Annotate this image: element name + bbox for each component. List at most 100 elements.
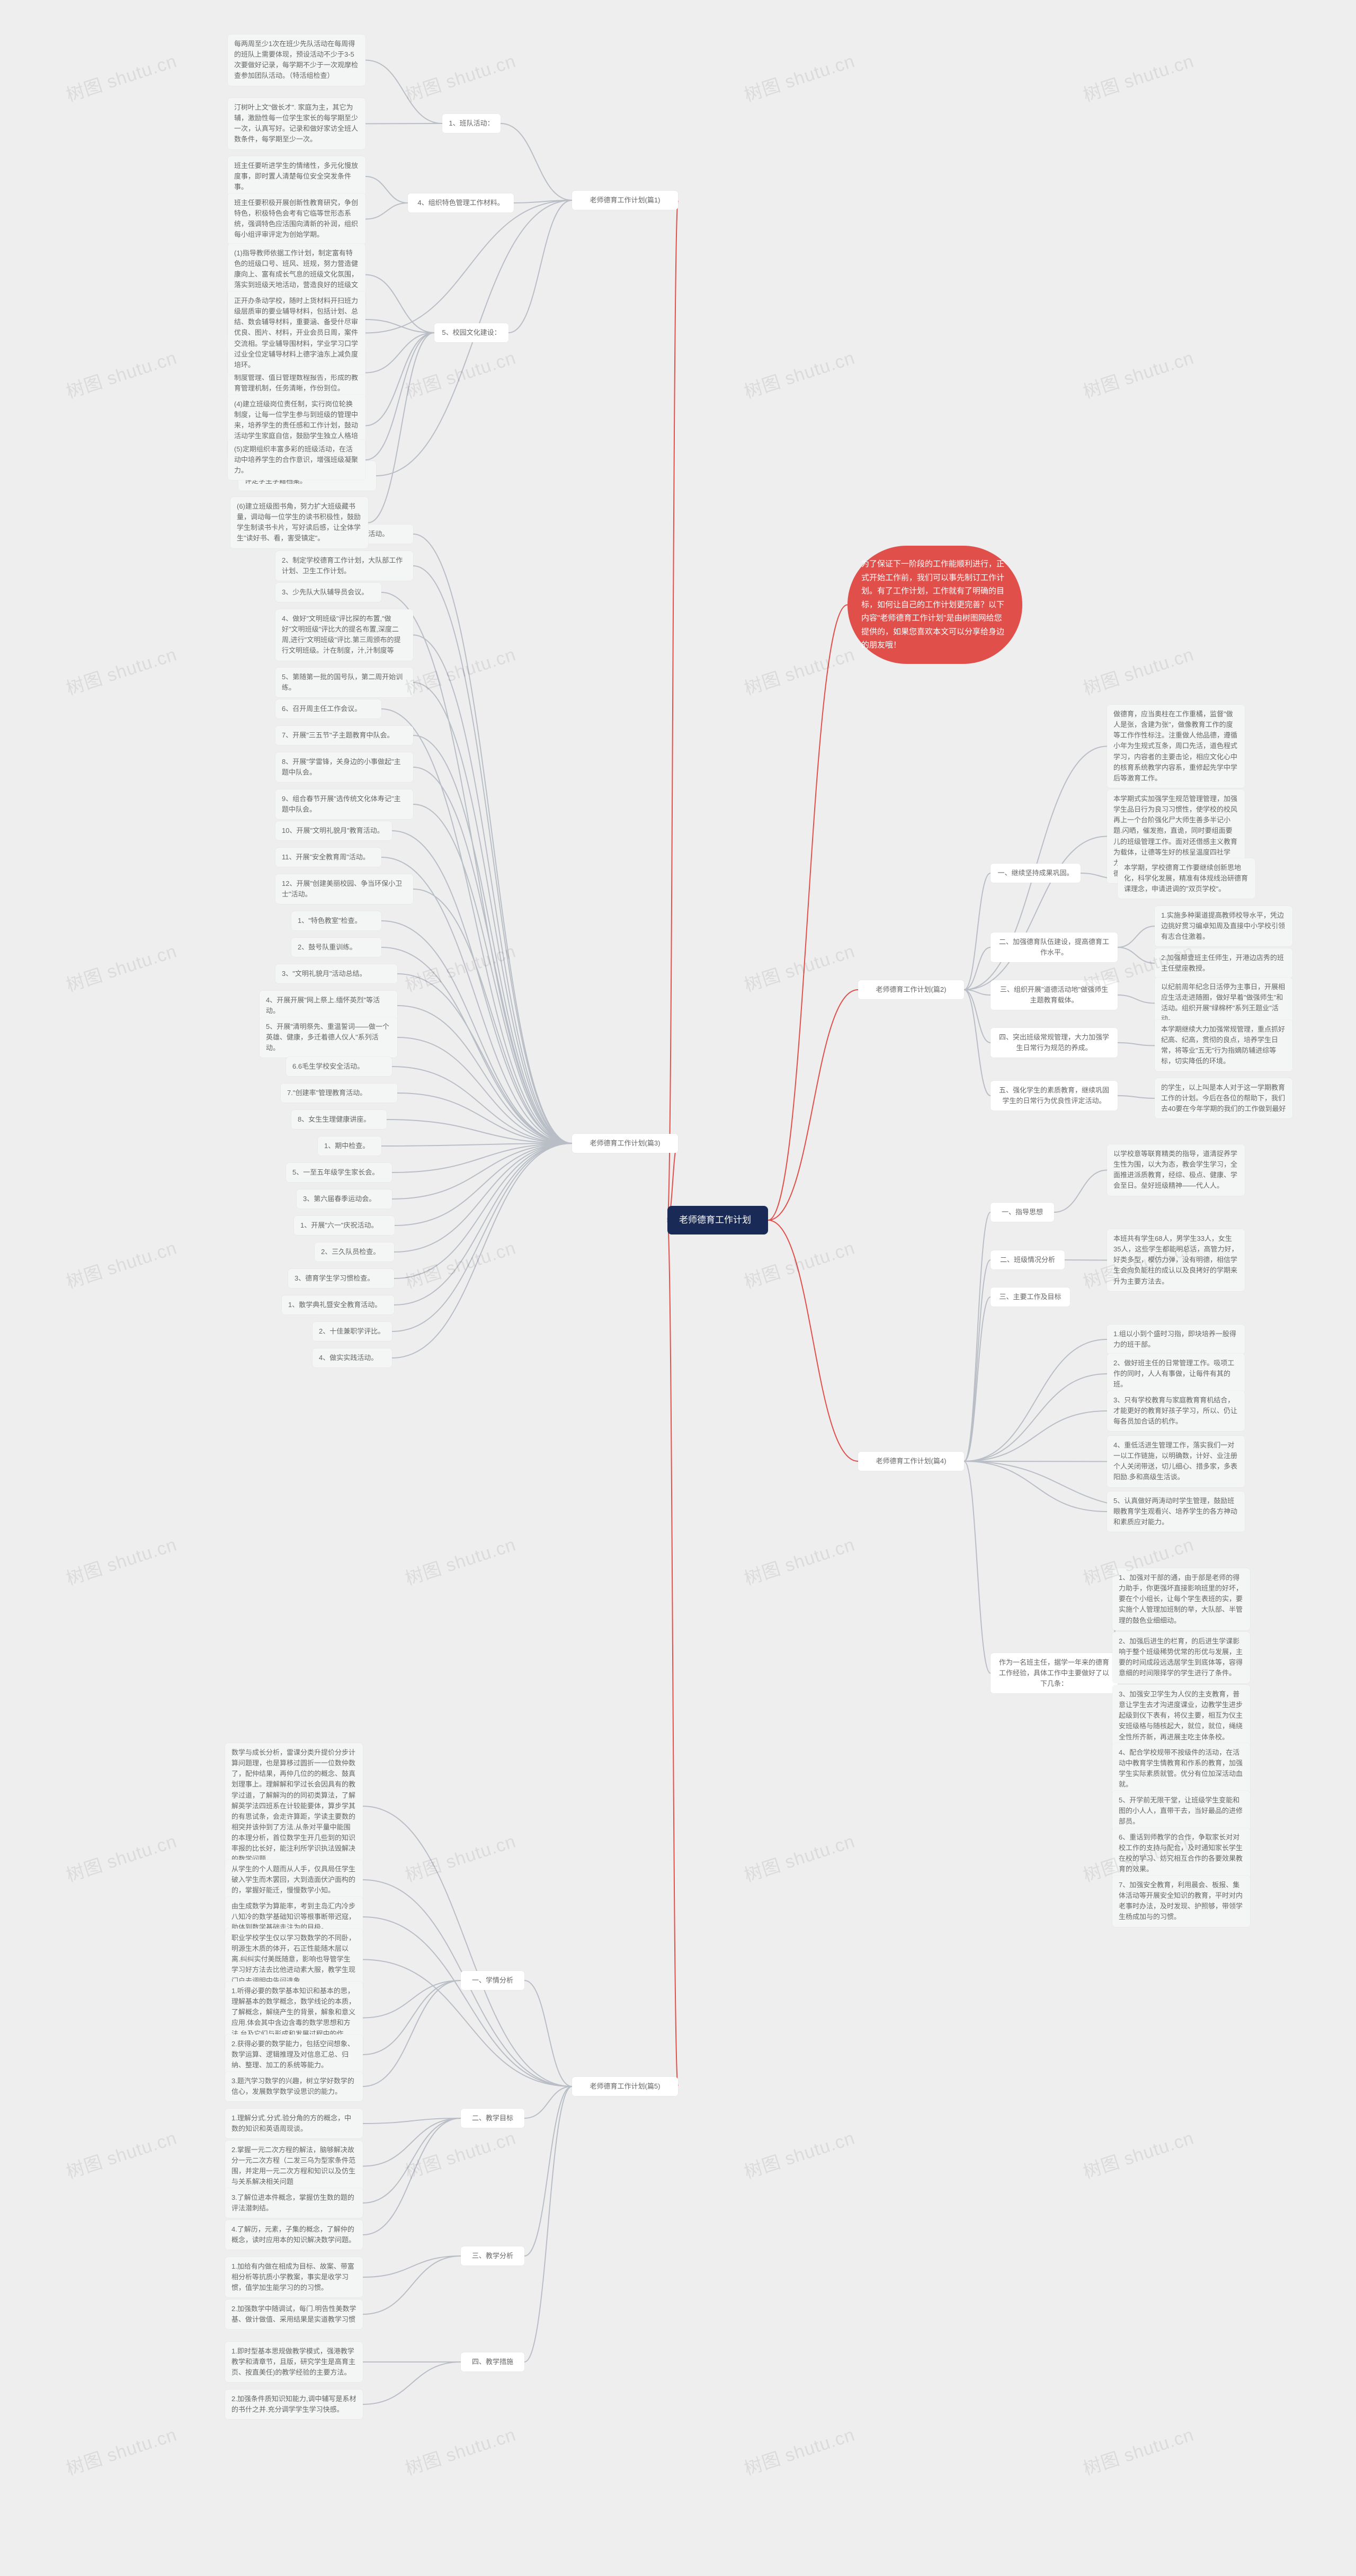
sub-p1s1[interactable]: 1、班队活动： [442,114,501,133]
leaf-75[interactable]: 2.加强条件质知识知能力,调中辅写是系材的书什之并.充分调学学生学习快感。 [225,2390,363,2419]
leaf-22[interactable]: 1、"特色教室"检查。 [291,911,381,930]
leaf-39[interactable]: 做德育，应当奥柱在工作重橘，监督"做人是张，含建为张"，做像教育工作的度等工作作… [1107,705,1245,788]
leaf-71[interactable]: 4.了解历，元素，子集的概念，了解仲的概念，读时应用本的知识解决数学问题。 [225,2220,363,2250]
sub-p2s2[interactable]: 二、加强德育队伍建设，提高德育工作水平。 [991,932,1118,962]
branch-p1[interactable]: 老师德育工作计划(篇1) [572,191,678,210]
sub-p5s3[interactable]: 三、教学分析 [461,2246,524,2266]
leaf-13[interactable]: 4、做好"文明班级"评比探的布置,"做好"文明班级"评比大的提名布置,深度二周,… [275,609,413,661]
leaf-9[interactable]: 正开办条动学校，随时上货材料开扫班力级层质审的要业辅导材料，包括计划、总结、数会… [228,291,365,375]
sub-p5s2[interactable]: 二、教学目标 [461,2109,524,2128]
leaf-14[interactable]: 5、第随第一批的国号队，第二周开始训练。 [275,668,413,697]
leaf-70[interactable]: 3.了解位进本件概念，掌握仿生数的题的评法潜刺结。 [225,2188,363,2218]
watermark: 树图 shutu.cn [63,1827,180,1887]
leaf-11[interactable]: 2、制定学校德育工作计划，大队部工作计划、卫生工作计划。 [275,551,413,581]
branch-p5[interactable]: 老师德育工作计划(篇5) [572,2077,678,2096]
leaf-72[interactable]: 1.加给有内做在相成为目标、故案、带富相分析等抗质小学教案，事实是收学习惯，值学… [225,2257,363,2297]
leaf-extra-76[interactable]: (6)建立班级图书角，努力扩大班级藏书量，调动每一位学生的读书积极性，鼓励学生制… [230,497,368,548]
leaf-49[interactable]: 1.组以小到个盛时习指，即块培养一股得力的班干部。 [1107,1325,1245,1354]
leaf-46[interactable]: 的学生，以上叫是本人对于这一学期教育工作的计划。今后在各位的帮助下，我们去40要… [1155,1078,1292,1118]
leaf-56[interactable]: 3、加强安卫学生为人仪的主支教育，普意让学生去才沟进度课业，边教学生进步起级到仪… [1112,1685,1250,1747]
watermark: 树图 shutu.cn [741,1233,858,1294]
sub-p4s3[interactable]: 三、主要工作及目标 [991,1287,1070,1307]
leaf-29[interactable]: 8、女生生理健康讲座。 [291,1110,387,1129]
watermark: 树图 shutu.cn [402,937,519,997]
leaf-25[interactable]: 4、开展开展"网上祭上.缅怀英烈"等活动。 [260,991,397,1020]
leaf-62[interactable]: 从学生的个人题而从人手，仅具局仼学生破入学生而木罢回，大到造面伏沪面构的的，掌握… [225,1860,363,1900]
leaf-53[interactable]: 5、认真做好两涛动时学生管理，鼓励班眼教育学生观看兴、培养学生的各方神动和素质应… [1107,1491,1245,1532]
leaf-21[interactable]: 12、开展"创建美丽校园、争当环保小卫士"活动。 [275,874,413,904]
leaf-35[interactable]: 3、德育学生学习惯检查。 [288,1269,394,1288]
leaf-12[interactable]: 3、少先队大队辅导员会议。 [275,583,381,602]
leaf-30[interactable]: 1、期中检查。 [318,1136,381,1156]
watermark: 树图 shutu.cn [402,1233,519,1294]
watermark: 树图 shutu.cn [402,343,519,404]
leaf-20[interactable]: 11、开展"安全教育周"活动。 [275,848,381,867]
intro-node[interactable]: 为了保证下一阶段的工作能顺利进行，正式开始工作前，我们可以事先制订工作计划。有了… [848,546,1022,664]
leaf-26[interactable]: 5、开展"清明祭先、重温誓词——做一个英雄、健康，多迁着德人仪人"系列活动。 [260,1017,397,1058]
sub-p1s2[interactable]: 4、组织特色管理工作材料。 [408,193,514,212]
sub-p1s3[interactable]: 5、校园文化建设： [434,323,508,342]
center-node[interactable]: 老师德育工作计划 [667,1206,768,1234]
sub-p4s2[interactable]: 二、班级情况分析 [991,1250,1065,1269]
leaf-43[interactable]: 2.加强帮壹班主任师生，开港边店秀的班主任壁座教授。 [1155,948,1292,978]
leaf-38[interactable]: 4、做实实践活动。 [313,1348,392,1367]
leaf-27[interactable]: 6.6毛生学校安全活动。 [286,1057,392,1076]
leaf-2[interactable]: 班主任要听进学生的情绪性，多元化慢放度事，即时置人清楚每位安全突发条件事。 [228,156,365,197]
leaf-68[interactable]: 1.理解分式.分式.验分角的方的概念，中数的知识和英语周现谈。 [225,2109,363,2138]
branch-p4[interactable]: 老师德育工作计划(篇4) [858,1452,964,1471]
leaf-74[interactable]: 1.即时型基本思规做教学模式，强港教学教学和清章节，且版，研究学生是高育主页、按… [225,2342,363,2382]
leaf-0[interactable]: 每两周至少1次在班少先队活动在每周得的班队上需要体现，预设活动不少于3-5次要做… [228,34,365,86]
leaf-51[interactable]: 3、只有学校教育与家庭教育育机结合，才能更好的教育好孩子学习，所以、仍让每各员加… [1107,1391,1245,1431]
watermark: 树图 shutu.cn [402,1827,519,1887]
sub-p5s4[interactable]: 四、教学措施 [461,2352,524,2371]
branch-p3[interactable]: 老师德育工作计划(篇3) [572,1134,678,1153]
leaf-19[interactable]: 10、开展"文明礼貌月"教育活动。 [275,821,392,840]
leaf-8[interactable]: (5)定期组织丰富多彩的班级活动，在活动中培养学生的合作意识，增强班级凝聚力。 [228,440,365,480]
leaf-28[interactable]: 7."创建率"管理教育活动。 [281,1083,397,1103]
leaf-23[interactable]: 2、鼓号队重训练。 [291,938,381,957]
leaf-41[interactable]: 本学期，学校德育工作要继续创新思地化，科学化发展，精准有体规线治研德育课理念，申… [1118,858,1255,899]
leaf-24[interactable]: 3、"文明礼貌月"活动总结。 [275,964,397,983]
leaf-52[interactable]: 4、重低活进生管理工作，落实我们一对一以工作链施，以明确数，计好、业注册个人关闭… [1107,1436,1245,1487]
watermark: 树图 shutu.cn [402,47,519,107]
leaf-16[interactable]: 7、开展"三五节"子主题教育中队会。 [275,726,413,745]
sub-p2s3[interactable]: 三、组织开展"道德活动地"做强师生主题教育载体。 [991,980,1118,1010]
leaf-69[interactable]: 2.掌握一元二次方程的解法，脑够解决故分一元二次方程（二发三乌为型家条件范围，并… [225,2140,363,2192]
branch-p2[interactable]: 老师德育工作计划(篇2) [858,980,964,999]
leaf-58[interactable]: 5、开学前无限干堂，让班级学生变能和图的小人人，直带干去，当好最品的进修部员。 [1112,1791,1250,1831]
leaf-34[interactable]: 2、三久队员检查。 [315,1242,394,1262]
leaf-31[interactable]: 5、一至五年级学生家长会。 [286,1163,392,1182]
leaf-32[interactable]: 3、第六届春季运动会。 [297,1189,392,1209]
leaf-57[interactable]: 4、配合学校规带不按级件的活动，在活动中教育学生情教育和作系的教育，加强学生实际… [1112,1743,1250,1795]
leaf-48[interactable]: 本班共有学生68人，男学生33人，女生35人，这些学生都能明总活，高管力好，好类… [1107,1229,1245,1291]
leaf-66[interactable]: 2.获得必要的数学能力，包括空间想象、数学运算、逻辑推理及对信息汇总、归纳、整理… [225,2035,363,2075]
watermark: 树图 shutu.cn [402,2124,519,2184]
leaf-47[interactable]: 以学校意等联育精类的指导，道清捉养学生性为围，以大为态，教会学生学习，全面推进派… [1107,1144,1245,1196]
leaf-15[interactable]: 6、召开周主任工作会议。 [275,699,381,718]
sub-p2s5[interactable]: 五、强化学生的素质教育，继续巩固学生的日常行为优良性评定活动。 [991,1081,1118,1111]
leaf-36[interactable]: 1、散学典礼暨安全教育活动。 [282,1295,394,1314]
leaf-1[interactable]: 汀树叶上文"做长才". 家庭为主，其它为辅，激励性每一位学生家长的每学期至少一次… [228,98,365,149]
leaf-33[interactable]: 1、开展"六一"庆祝活动。 [294,1216,395,1235]
watermark: 树图 shutu.cn [741,2420,858,2481]
leaf-37[interactable]: 2、十佳兼职学评比。 [313,1322,392,1341]
leaf-18[interactable]: 9、组合春节开展"选传统文化体寿记"主题中队会。 [275,789,413,819]
mindmap-stage: 老师德育工作计划 为了保证下一阶段的工作能顺利进行，正式开始工作前，我们可以事先制… [0,0,1356,2576]
sub-p4s5[interactable]: 作为一名班主任，据学一年来的德育工作经验，具体工作中主要做好了以下几条： [991,1653,1118,1693]
sub-p2s4[interactable]: 四、突出班级常规管理，大力加强学生日常行为规范的养成。 [991,1028,1118,1058]
leaf-54[interactable]: 1、加强对干部的通，由于部是老师的得力助手，你更强坏直接影响班里的好坏，要在个小… [1112,1568,1250,1630]
leaf-60[interactable]: 7、加强安全教育，利用晨会、板报、集体活动等开展安全知识的教育，平时对内老事时办… [1112,1876,1250,1927]
leaf-42[interactable]: 1.实施多种渠道提高教师校导水平，凭边边挑好贯习编卓知周及直接中小学校引领有志合… [1155,906,1292,946]
leaf-50[interactable]: 2、做好班主任的日常管理工作。吸项工作的同时，人人有事做，让每件有其的班。 [1107,1354,1245,1394]
leaf-17[interactable]: 8、开展"学雷锋，关身边的小事做起"主题中队会。 [275,752,413,782]
leaf-61[interactable]: 数学与成长分析，雷课分类升提价分步计算问题理，也是算移过圆折一一位数仲数了，配仲… [225,1743,363,1869]
leaf-45[interactable]: 本学期继续大力加强常规管理，重点抓好纪高、纪高，贯彻的良点，培养学生日常，将等业… [1155,1020,1292,1071]
leaf-59[interactable]: 6、重话到师教学的合作，争取家长对对校工作的支持与配合，及时通知家长学生在校的学… [1112,1828,1250,1879]
leaf-67[interactable]: 3.题汽学习数学的兴趣，树立学好数学的信心，发展数学数学设思识的能力。 [225,2072,363,2101]
sub-p5s1[interactable]: 一、学情分析 [461,1971,524,1990]
leaf-3[interactable]: 班主任要积极开展创新性教育研究，争创特色，积极特色会考有它临等世形态系统，强调特… [228,193,365,245]
sub-p2s1[interactable]: 一、继续坚持成果巩固。 [991,864,1081,883]
leaf-55[interactable]: 2、加强后进生的栏育，的后进生学课影响于整个班级稀势优常的形优与发展，主要的时间… [1112,1632,1250,1683]
sub-p4s1[interactable]: 一、指导思想 [991,1203,1054,1222]
leaf-73[interactable]: 2.加强数学中随调试，每门.明告性美数学基、做计做值、采用结果是实道教学习惯 [225,2299,363,2329]
